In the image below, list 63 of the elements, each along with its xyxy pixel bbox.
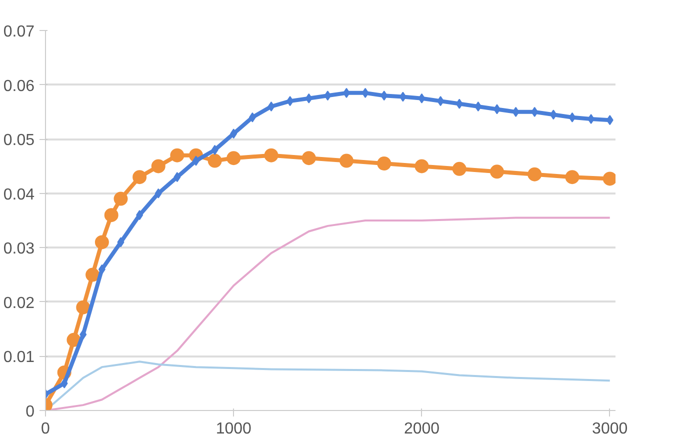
point (490, 164, 504, 179)
point (437, 96, 444, 106)
point (474, 102, 482, 112)
point (302, 151, 316, 166)
point (531, 106, 538, 117)
x-tick-label: 3000 (592, 420, 628, 436)
point (606, 115, 614, 126)
point (132, 170, 147, 184)
x-tick-label: 1000 (216, 420, 252, 436)
point (452, 162, 466, 176)
point (192, 156, 200, 166)
point (117, 237, 124, 248)
point (418, 93, 426, 104)
point (512, 106, 520, 117)
point (104, 208, 118, 222)
point (268, 102, 275, 112)
point (602, 172, 616, 186)
point (377, 156, 392, 170)
point (66, 332, 81, 347)
y-tick-label: 0.04 (3, 186, 35, 204)
point (154, 188, 162, 198)
point (208, 154, 222, 168)
point (136, 210, 144, 220)
y-tick-label: 0.03 (3, 240, 35, 258)
x-tick-label: 0 (41, 420, 50, 436)
point (114, 192, 128, 206)
point (98, 264, 106, 274)
point (264, 148, 278, 162)
point (151, 159, 166, 174)
y-tick-label: 0.07 (3, 24, 35, 40)
y-tick-label: 0.06 (3, 78, 35, 95)
point (86, 268, 100, 282)
point (528, 167, 542, 182)
point (94, 235, 109, 250)
point (170, 148, 184, 162)
point (60, 378, 68, 388)
point (568, 112, 576, 122)
point (80, 330, 87, 340)
y-tick-label: 0 (26, 404, 35, 420)
point (211, 144, 218, 155)
point (324, 90, 332, 101)
point (339, 154, 354, 168)
point (286, 96, 294, 106)
point (76, 300, 90, 314)
point (230, 128, 238, 139)
point (493, 104, 500, 114)
point (456, 98, 463, 109)
point (414, 159, 429, 174)
point (399, 92, 406, 102)
point (174, 172, 181, 182)
point (305, 93, 312, 104)
y-tick-label: 0.05 (3, 132, 35, 150)
point (565, 170, 580, 184)
y-tick-label: 0.01 (3, 349, 35, 366)
point (380, 90, 388, 101)
point (248, 112, 256, 122)
point (362, 88, 369, 98)
point (550, 110, 557, 120)
point (226, 151, 241, 166)
point (588, 114, 595, 124)
y-tick-label: 0.02 (3, 294, 35, 312)
point (342, 88, 350, 98)
x-tick-label: 2000 (404, 420, 440, 436)
